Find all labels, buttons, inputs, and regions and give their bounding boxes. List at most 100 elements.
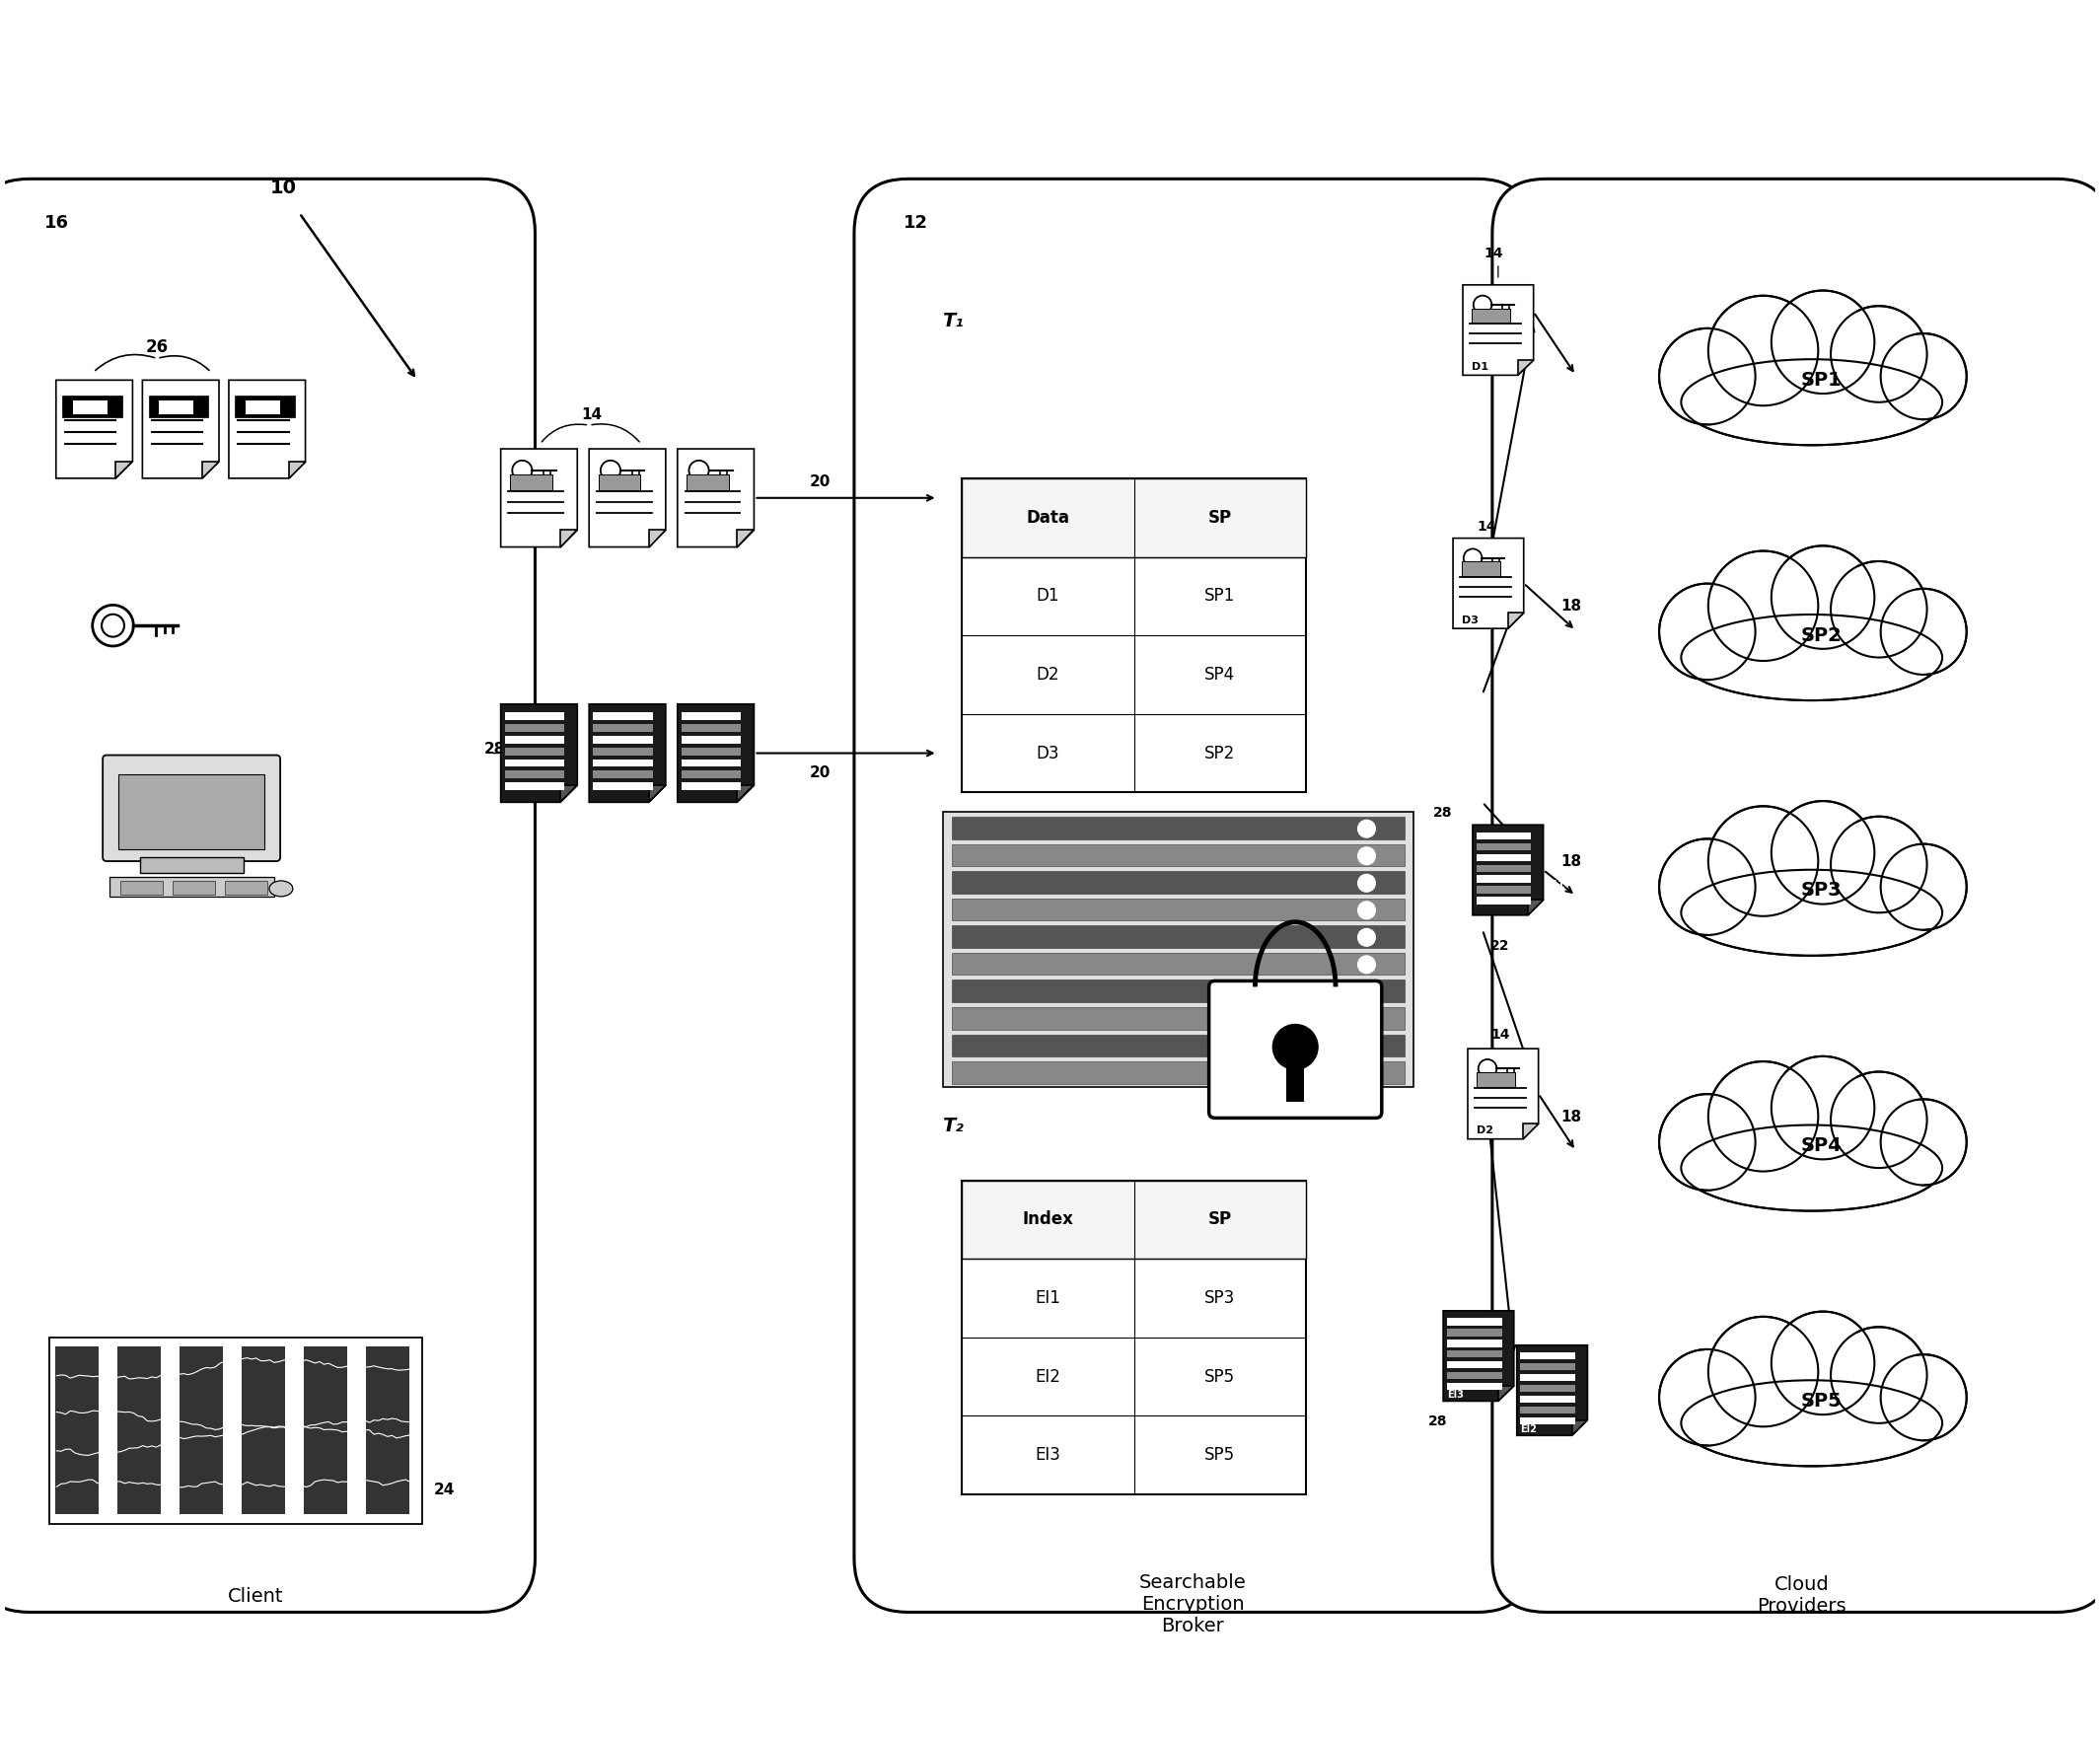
Polygon shape <box>649 530 666 548</box>
Ellipse shape <box>1682 1125 1943 1210</box>
Bar <box>1520 1396 1575 1403</box>
Circle shape <box>1707 551 1819 661</box>
Ellipse shape <box>1682 360 1943 445</box>
Circle shape <box>1716 812 1812 909</box>
Text: 24: 24 <box>435 1483 456 1497</box>
Bar <box>1520 1407 1575 1414</box>
Circle shape <box>1777 551 1869 643</box>
Text: 14: 14 <box>582 407 603 423</box>
Text: 14: 14 <box>1491 1028 1510 1042</box>
Bar <box>962 1181 1306 1494</box>
Ellipse shape <box>1688 873 1934 953</box>
Circle shape <box>1357 1036 1376 1056</box>
Circle shape <box>1665 845 1749 929</box>
Circle shape <box>1357 901 1376 920</box>
Bar <box>680 723 741 732</box>
Text: 28: 28 <box>1428 1416 1447 1429</box>
Bar <box>1520 1384 1575 1393</box>
Bar <box>1447 1383 1501 1389</box>
Circle shape <box>1777 1063 1869 1153</box>
Text: 12: 12 <box>903 214 928 231</box>
Polygon shape <box>500 449 578 548</box>
Bar <box>962 478 1306 556</box>
Polygon shape <box>229 381 304 478</box>
Bar <box>592 736 653 743</box>
Text: 14: 14 <box>1476 520 1495 534</box>
Circle shape <box>1777 1318 1869 1409</box>
Bar <box>951 1007 1405 1029</box>
Circle shape <box>1716 1068 1812 1165</box>
Bar <box>118 1346 162 1515</box>
Circle shape <box>1665 590 1749 675</box>
Circle shape <box>1357 1009 1376 1028</box>
Polygon shape <box>288 461 304 478</box>
Polygon shape <box>143 381 218 478</box>
Text: 22: 22 <box>1491 939 1510 953</box>
Bar <box>122 880 164 894</box>
Polygon shape <box>737 530 754 548</box>
Polygon shape <box>500 704 578 802</box>
Bar <box>504 783 565 791</box>
Bar <box>1476 887 1531 894</box>
Circle shape <box>1665 1355 1749 1440</box>
Polygon shape <box>57 381 132 478</box>
Text: 18: 18 <box>1560 854 1581 870</box>
Polygon shape <box>1522 1123 1539 1139</box>
Bar <box>304 1346 349 1515</box>
Text: SP5: SP5 <box>1802 1391 1842 1410</box>
Bar <box>1476 875 1531 883</box>
Circle shape <box>1831 306 1928 402</box>
Text: SP: SP <box>1208 510 1233 527</box>
Bar <box>1447 1318 1501 1325</box>
Circle shape <box>1831 817 1928 913</box>
Ellipse shape <box>1688 1129 1934 1207</box>
Circle shape <box>1357 983 1376 1002</box>
Ellipse shape <box>1682 870 1943 956</box>
Text: D3: D3 <box>1462 616 1478 624</box>
Circle shape <box>1831 1071 1928 1169</box>
Bar <box>592 783 653 791</box>
Text: 18: 18 <box>1560 1365 1581 1379</box>
Bar <box>951 871 1405 894</box>
Circle shape <box>1357 819 1376 838</box>
Text: SP2: SP2 <box>1802 626 1842 645</box>
Circle shape <box>1838 567 1922 652</box>
Bar <box>160 400 193 414</box>
Bar <box>592 770 653 779</box>
Bar <box>246 400 279 414</box>
Polygon shape <box>1497 1386 1514 1402</box>
Circle shape <box>1777 297 1869 388</box>
Circle shape <box>1716 303 1812 398</box>
Circle shape <box>1886 595 1961 670</box>
Bar <box>592 711 653 720</box>
Ellipse shape <box>1682 1381 1943 1466</box>
Circle shape <box>1716 558 1812 654</box>
Circle shape <box>1273 1024 1319 1069</box>
Bar <box>951 843 1405 866</box>
Text: SP5: SP5 <box>1205 1447 1235 1464</box>
Circle shape <box>1357 929 1376 946</box>
Text: SP1: SP1 <box>1802 370 1842 390</box>
Bar <box>1447 1362 1501 1369</box>
Circle shape <box>1772 1311 1875 1414</box>
Circle shape <box>1659 329 1756 424</box>
Bar <box>1476 854 1531 861</box>
Bar <box>951 1061 1405 1083</box>
Bar <box>1447 1329 1501 1336</box>
Text: 28: 28 <box>1434 807 1453 819</box>
Bar <box>592 723 653 732</box>
Text: T₂: T₂ <box>943 1116 964 1136</box>
Circle shape <box>1772 290 1875 393</box>
Bar <box>680 711 741 720</box>
Text: 22: 22 <box>1491 565 1510 579</box>
Circle shape <box>1772 546 1875 649</box>
Polygon shape <box>116 461 132 478</box>
Polygon shape <box>1472 824 1543 915</box>
Polygon shape <box>1468 1049 1539 1139</box>
Text: 18: 18 <box>1560 598 1581 614</box>
Polygon shape <box>1464 285 1533 376</box>
Bar <box>1476 1073 1514 1087</box>
Bar <box>365 1346 410 1515</box>
FancyBboxPatch shape <box>855 179 1531 1612</box>
Bar <box>951 981 1405 1002</box>
